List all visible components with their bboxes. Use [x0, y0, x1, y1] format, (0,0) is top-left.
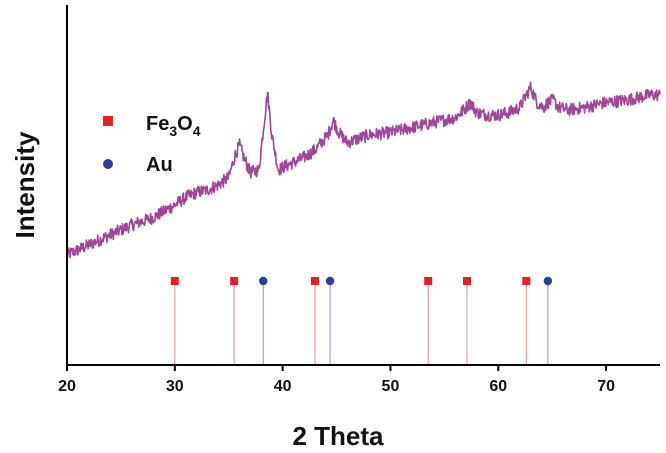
x-tick-label: 40 — [274, 378, 292, 395]
x-tick-label: 70 — [597, 378, 615, 395]
reference-markers — [170, 276, 553, 286]
fe3o4-reference-marker — [424, 277, 433, 285]
legend: Fe3O4 Au — [103, 113, 201, 176]
fe3o4-reference-marker — [522, 277, 531, 285]
x-axis-title: 2 Theta — [292, 421, 384, 451]
fe3o4-reference-marker — [310, 277, 319, 285]
legend-fe3o4-o: O — [177, 113, 193, 135]
au-reference-marker — [325, 276, 335, 286]
fe3o4-reference-marker — [230, 277, 239, 285]
au-reference-marker — [543, 276, 553, 286]
legend-au-marker — [103, 159, 113, 169]
xrd-pattern-line — [66, 81, 661, 259]
fe3o4-reference-marker — [170, 277, 179, 285]
y-axis-title: Intensity — [10, 131, 40, 238]
legend-fe3o4-label: Fe3O4 — [146, 113, 201, 139]
legend-au-label: Au — [146, 154, 173, 176]
x-tick-label: 60 — [489, 378, 507, 395]
legend-fe3o4-sub2: 4 — [193, 123, 201, 139]
au-reference-marker — [259, 276, 268, 286]
fe3o4-reference-marker — [463, 277, 472, 285]
x-tick-label: 50 — [382, 378, 400, 395]
legend-fe3o4-marker — [103, 116, 113, 126]
legend-fe3o4-fe: Fe — [146, 113, 169, 135]
x-ticks: 20 30 40 50 60 70 — [58, 365, 615, 395]
reference-lines — [174, 281, 549, 365]
x-tick-label: 20 — [58, 378, 76, 395]
x-tick-label: 30 — [166, 378, 184, 395]
legend-fe3o4-sub1: 3 — [169, 123, 177, 139]
